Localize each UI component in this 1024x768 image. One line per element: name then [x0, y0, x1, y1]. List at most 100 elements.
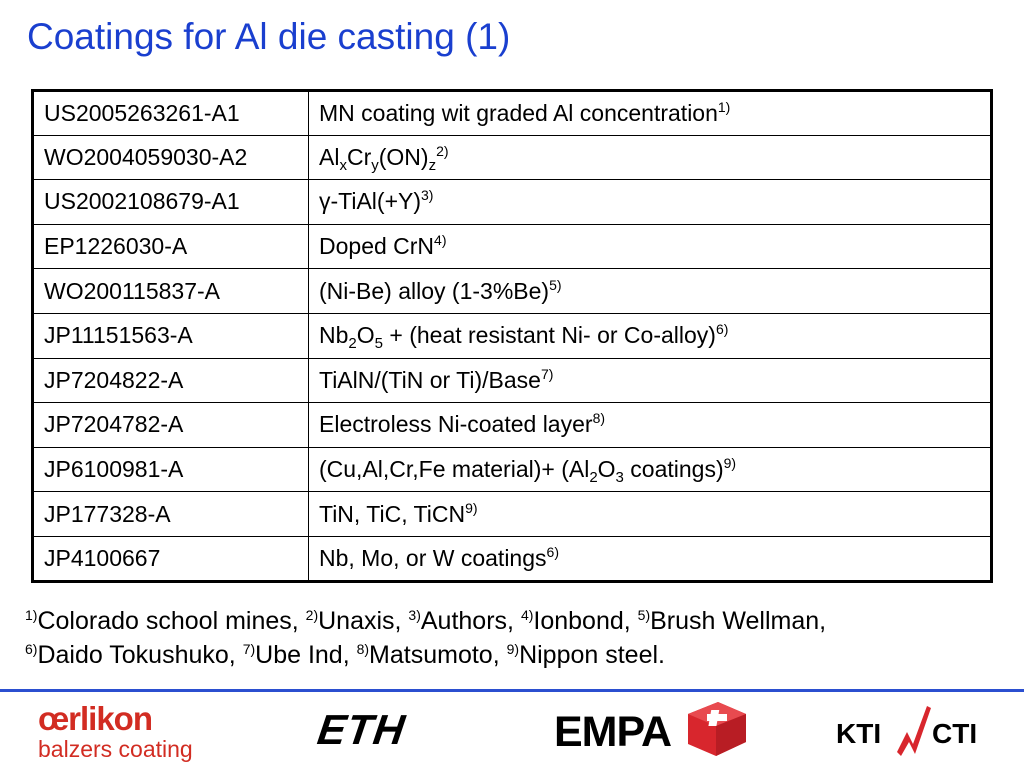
footnote-source: Matsumoto,: [369, 641, 507, 669]
footnote-source: Ube Ind,: [255, 641, 357, 669]
coating-text: Nb: [319, 322, 349, 349]
coating-text: + (heat resistant Ni- or Co-alloy): [382, 322, 716, 349]
footnote-source: Colorado school mines,: [37, 607, 306, 635]
coating-text: coatings): [623, 456, 724, 483]
footnote-ref: 5): [549, 276, 562, 293]
table-row: JP177328-A TiN, TiC, TiCN9): [32, 491, 992, 537]
subscript: y: [371, 156, 379, 174]
table-row: US2005263261-A1 MN coating wit graded Al …: [32, 90, 992, 136]
coating-text: TiAlN/(TiN or Ti)/Base: [319, 366, 541, 393]
subscript: 5: [374, 335, 383, 353]
table-row: JP7204822-A TiAlN/(TiN or Ti)/Base7): [32, 357, 992, 404]
patent-number: JP7204782-A: [32, 402, 309, 448]
footnotes-line-1: 1)Colorado school mines, 2)Unaxis, 3)Aut…: [25, 604, 826, 638]
patent-number: EP1226030-A: [32, 223, 309, 270]
subscript: x: [339, 156, 347, 174]
oerlikon-logo-subtitle: balzers coating: [38, 736, 193, 762]
footnotes-line-2: 6)Daido Tokushuko, 7)Ube Ind, 8)Matsumot…: [25, 638, 826, 672]
patent-number: JP11151563-A: [32, 312, 309, 359]
patent-number: WO200115837-A: [32, 268, 309, 314]
footnote-number: 7): [242, 641, 256, 657]
coating-description: Doped CrN4): [308, 223, 992, 270]
coating-description: TiN, TiC, TiCN9): [308, 491, 992, 537]
cti-logo-text: CTI: [932, 718, 978, 749]
kti-logo-text: KTI: [836, 718, 882, 749]
footnote-number: 1): [25, 607, 38, 623]
empa-logo: EMPA: [554, 708, 672, 756]
footnote-ref: 9): [723, 455, 737, 472]
footnote-source: Unaxis,: [318, 607, 409, 635]
patent-number: WO2004059030-A2: [32, 134, 309, 181]
coating-text: Electroless Ni-coated layer: [319, 411, 593, 438]
footnote-source: Nippon steel.: [519, 641, 665, 669]
coating-description: Electroless Ni-coated layer8): [308, 402, 992, 448]
patent-number: US2002108679-A1: [32, 179, 309, 225]
coating-description: Nb2O5 + (heat resistant Ni- or Co-alloy)…: [308, 312, 992, 359]
subscript: z: [428, 156, 437, 174]
coating-description: Nb, Mo, or W coatings6): [308, 535, 992, 582]
table-row: JP4100667 Nb, Mo, or W coatings6): [32, 535, 992, 582]
eth-logo: ETH: [314, 706, 409, 753]
footnote-ref: 9): [465, 499, 478, 516]
empa-cube-icon: [688, 702, 746, 756]
coating-text: O: [356, 322, 375, 349]
footnote-ref: 3): [421, 187, 434, 204]
coating-description: (Ni-Be) alloy (1-3%Be)5): [308, 268, 992, 314]
footnote-source: Authors,: [420, 607, 521, 635]
patent-table-body: US2005263261-A1 MN coating wit graded Al …: [32, 90, 992, 582]
coating-description: AlxCry(ON)z2): [308, 134, 992, 181]
patent-table: US2005263261-A1 MN coating wit graded Al …: [31, 89, 993, 583]
footnote-number: 3): [408, 607, 421, 623]
coating-description: (Cu,Al,Cr,Fe material)+ (Al2O3 coatings)…: [308, 446, 992, 493]
table-row: EP1226030-A Doped CrN4): [32, 223, 992, 270]
table-row: JP11151563-A Nb2O5 + (heat resistant Ni- …: [32, 312, 992, 359]
oerlikon-logo: œrlikon balzers coating: [38, 700, 193, 763]
coating-description: TiAlN/(TiN or Ti)/Base7): [308, 357, 992, 404]
patent-number: JP4100667: [32, 535, 309, 582]
coating-text: O: [597, 456, 616, 483]
subscript: 2: [589, 469, 598, 487]
footnote-number: 2): [305, 607, 319, 623]
footnote-ref: 2): [436, 142, 449, 159]
coating-text: Doped CrN: [319, 233, 435, 260]
coating-text: (Ni-Be) alloy (1-3%Be): [319, 277, 550, 304]
footnote-number: 6): [25, 641, 38, 657]
table-row: JP7204782-A Electroless Ni-coated layer8): [32, 402, 992, 448]
coating-text: (Cu,Al,Cr,Fe material)+ (Al: [319, 456, 590, 483]
footnote-ref: 8): [592, 410, 606, 427]
patent-number: JP7204822-A: [32, 357, 309, 404]
table-row: US2002108679-A1 γ-TiAl(+Y)3): [32, 179, 992, 225]
subscript: 3: [615, 469, 624, 487]
coating-text: (ON): [378, 143, 429, 170]
coating-text: TiN, TiC, TiCN: [319, 500, 466, 527]
footer-divider: [0, 689, 1024, 692]
footnote-source: Daido Tokushuko,: [37, 641, 243, 669]
footnotes: 1)Colorado school mines, 2)Unaxis, 3)Aut…: [25, 604, 826, 672]
patent-number: US2005263261-A1: [32, 90, 309, 136]
table-row: WO2004059030-A2 AlxCry(ON)z2): [32, 134, 992, 181]
oerlikon-logo-name: œrlikon: [38, 700, 153, 737]
coating-text: MN coating wit graded Al concentration: [319, 99, 718, 126]
footnote-number: 5): [637, 607, 651, 623]
footnote-ref: 6): [546, 543, 559, 560]
footnote-number: 8): [356, 641, 370, 657]
coating-text: Nb, Mo, or W coatings: [319, 544, 547, 571]
footnote-number: 9): [506, 641, 520, 657]
coating-text: γ-TiAl(+Y): [319, 188, 422, 215]
table-row: JP6100981-A (Cu,Al,Cr,Fe material)+ (Al2O…: [32, 446, 992, 493]
subscript: 2: [348, 335, 357, 353]
coating-text: Al: [319, 143, 340, 170]
footnote-ref: 4): [434, 232, 447, 249]
footnote-number: 4): [520, 607, 534, 623]
footnote-source: Brush Wellman,: [650, 607, 827, 635]
footnote-source: Ionbond,: [533, 607, 638, 635]
coating-description: γ-TiAl(+Y)3): [308, 179, 992, 225]
kti-cti-swiss-mark-icon: [897, 706, 931, 756]
slide-title: Coatings for Al die casting (1): [27, 16, 511, 57]
table-row: WO200115837-A (Ni-Be) alloy (1-3%Be)5): [32, 268, 992, 314]
patent-number: JP6100981-A: [32, 446, 309, 493]
coating-text: Cr: [346, 143, 372, 170]
footnote-ref: 6): [715, 321, 729, 338]
footnote-ref: 7): [540, 365, 554, 382]
coating-description: MN coating wit graded Al concentration1): [308, 90, 992, 136]
